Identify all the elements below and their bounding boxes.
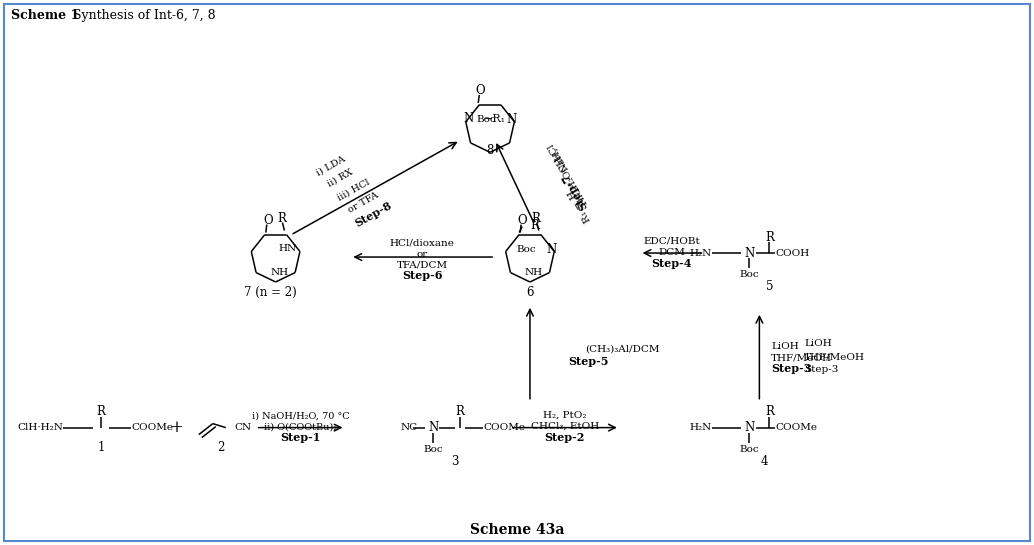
Text: Step-6: Step-6 (402, 270, 443, 281)
Text: i) LDA: i) LDA (314, 155, 346, 178)
Text: COOMe: COOMe (483, 423, 525, 432)
Text: 2: 2 (217, 441, 224, 454)
Text: 8: 8 (486, 144, 494, 157)
Text: COOMe: COOMe (776, 423, 817, 432)
Text: R: R (96, 405, 105, 418)
Text: N: N (428, 421, 438, 434)
Text: HCl/dioxane: HCl/dioxane (390, 239, 455, 247)
Text: O: O (263, 214, 273, 227)
Text: Scheme 43a: Scheme 43a (469, 523, 565, 537)
Text: CHCl₃, EtOH: CHCl₃, EtOH (530, 422, 599, 431)
Text: N: N (507, 113, 517, 126)
Text: NaH,: NaH, (549, 145, 571, 172)
Text: R: R (277, 212, 285, 225)
Text: ii) RX: ii) RX (326, 167, 355, 189)
Text: Step-5: Step-5 (568, 356, 608, 367)
Text: 7 (n = 2): 7 (n = 2) (244, 287, 297, 299)
Text: Step-2: Step-2 (545, 432, 585, 443)
Text: +: + (169, 419, 183, 436)
Text: COOH: COOH (776, 249, 810, 258)
Text: Step-3: Step-3 (771, 364, 812, 374)
Text: CN: CN (235, 423, 252, 432)
Text: TFA/DCM: TFA/DCM (397, 261, 448, 270)
Text: R₁ = H: R₁ = H (567, 187, 592, 223)
Text: Boc: Boc (739, 270, 759, 280)
Text: −R₁: −R₁ (484, 114, 506, 124)
Text: H₂, PtO₂: H₂, PtO₂ (543, 411, 586, 420)
Text: THF/MeOH: THF/MeOH (771, 353, 832, 362)
Text: Step-8: Step-8 (353, 199, 394, 229)
Text: HN: HN (279, 244, 297, 253)
Text: H₂N: H₂N (690, 423, 711, 432)
Text: ClH·H₂N: ClH·H₂N (18, 423, 63, 432)
Text: LiOH: LiOH (771, 342, 799, 352)
Text: NC: NC (400, 423, 418, 432)
Text: or: or (417, 250, 428, 258)
Text: R: R (765, 405, 773, 418)
Text: 3: 3 (452, 455, 459, 468)
Text: Boc: Boc (739, 445, 759, 454)
Text: LiOH
THF/MeOH
Step-3: LiOH THF/MeOH Step-3 (804, 339, 865, 374)
Text: Step-7: Step-7 (559, 171, 588, 211)
Text: Scheme 1: Scheme 1 (11, 9, 80, 22)
Text: ii) O(COOtBu)₂: ii) O(COOtBu)₂ (264, 422, 337, 431)
Text: O: O (517, 214, 527, 227)
Text: H₂N: H₂N (690, 249, 711, 258)
Text: O: O (476, 84, 485, 98)
Text: N: N (744, 421, 755, 434)
Text: Boc: Boc (477, 116, 496, 124)
Text: N: N (744, 246, 755, 259)
Text: R: R (531, 212, 540, 225)
Text: Boc: Boc (423, 445, 443, 454)
Text: N: N (463, 112, 474, 125)
Text: NH: NH (270, 268, 288, 277)
Text: iii) HCl: iii) HCl (336, 178, 371, 203)
Text: R: R (456, 405, 464, 418)
Text: (CH₃)₃Al/DCM: (CH₃)₃Al/DCM (585, 344, 660, 353)
Text: R: R (530, 219, 540, 232)
Text: 6: 6 (526, 287, 534, 299)
Text: NH: NH (524, 268, 543, 277)
Text: Boc: Boc (517, 245, 537, 254)
Text: 1: 1 (97, 441, 104, 454)
Text: R: R (765, 231, 773, 244)
Text: Step-1: Step-1 (280, 432, 321, 443)
Text: COOMe: COOMe (131, 423, 173, 432)
Text: EDC/HOBt: EDC/HOBt (643, 237, 700, 246)
Text: Synthesis of Int-6, 7, 8: Synthesis of Int-6, 7, 8 (73, 9, 216, 22)
Text: 4: 4 (761, 455, 768, 468)
Text: i) NaOH/H₂O, 70 °C: i) NaOH/H₂O, 70 °C (251, 411, 349, 420)
Text: DCM: DCM (659, 247, 686, 257)
Text: N: N (546, 243, 556, 256)
Text: PhCH₂OCH₂Cl: PhCH₂OCH₂Cl (546, 141, 589, 206)
Text: or TFA: or TFA (346, 190, 381, 214)
Text: Step-4: Step-4 (651, 258, 692, 269)
Text: 5: 5 (765, 281, 773, 293)
